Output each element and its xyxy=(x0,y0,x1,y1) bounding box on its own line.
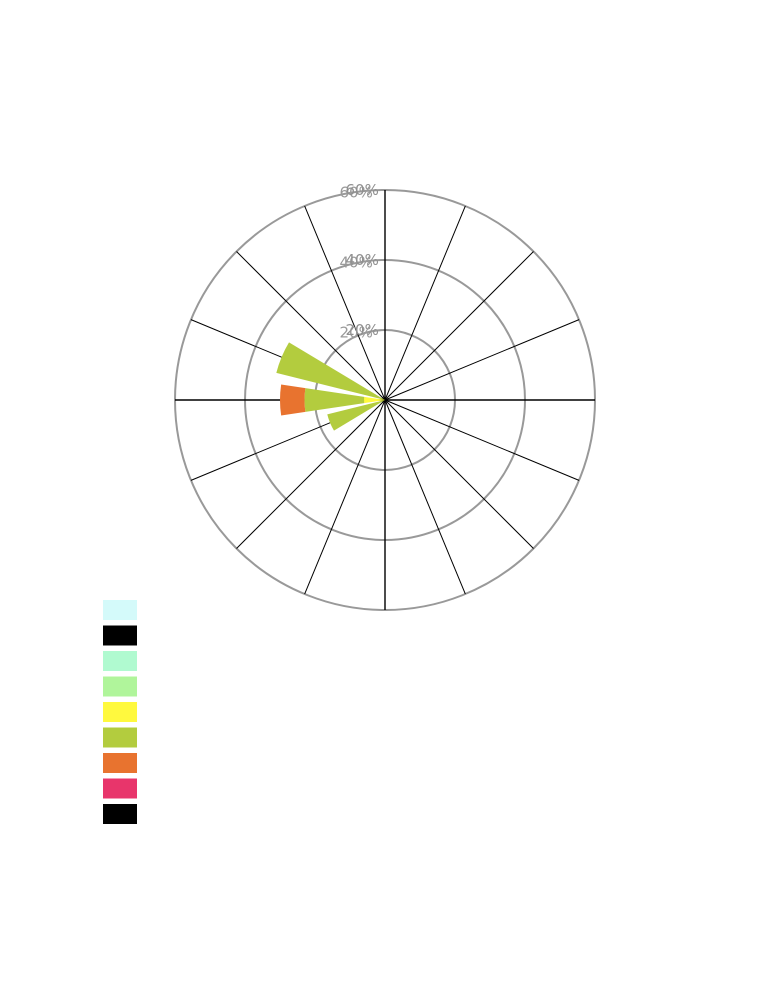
spoke-225 xyxy=(236,399,386,549)
legend-swatch-3[interactable] xyxy=(103,651,137,671)
legend-swatch-4[interactable] xyxy=(103,676,137,697)
legend-swatch-8[interactable] xyxy=(103,778,137,799)
radial-tick-labels: 20%20% 40%40% 60%60% xyxy=(340,181,379,342)
legend-swatch-6[interactable] xyxy=(103,727,137,748)
legend-swatch-7[interactable] xyxy=(103,753,137,773)
rtick-label-40-shadow: 40% xyxy=(340,254,373,272)
legend-swatch-9[interactable] xyxy=(103,804,137,824)
rtick-label-60-shadow: 60% xyxy=(340,184,373,202)
sector-270-segment-2 xyxy=(280,384,306,416)
sector-270-segment-0 xyxy=(363,396,385,404)
legend-swatch-2[interactable] xyxy=(103,625,137,646)
rtick-label-40: 40% xyxy=(346,251,379,269)
legend-swatch-5[interactable] xyxy=(103,702,137,722)
sector-247-segment-0 xyxy=(327,400,385,431)
rtick-label-60: 60% xyxy=(346,181,379,199)
spoke-315 xyxy=(236,251,386,401)
spoke-67-5 xyxy=(384,319,580,401)
legend[interactable] xyxy=(103,600,137,824)
sector-270-segment-1 xyxy=(304,388,365,412)
spoke-45 xyxy=(384,251,534,401)
spoke-157-5 xyxy=(384,399,466,595)
wind-rose-sectors xyxy=(276,342,385,431)
sector-292-segment-0 xyxy=(276,342,385,400)
spoke-135 xyxy=(384,399,534,549)
spoke-112-5 xyxy=(384,399,580,481)
rtick-label-20: 20% xyxy=(346,321,379,339)
spoke-337-5 xyxy=(304,205,386,401)
spoke-22-5 xyxy=(384,205,466,401)
rtick-label-20-shadow: 20% xyxy=(340,324,373,342)
spoke-202-5 xyxy=(304,399,386,595)
legend-swatch-1[interactable] xyxy=(103,600,137,620)
